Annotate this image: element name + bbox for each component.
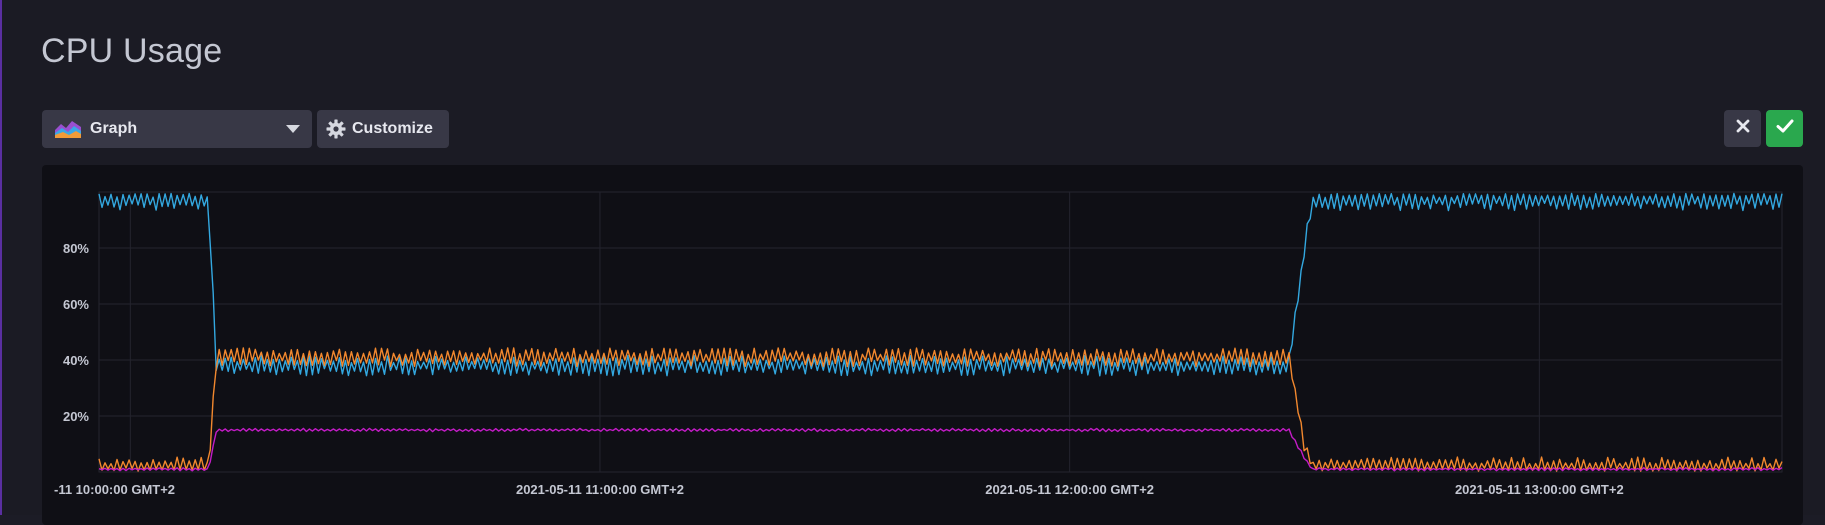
page-title: CPU Usage bbox=[41, 32, 223, 70]
area-chart-icon bbox=[54, 119, 82, 139]
series-line-0 bbox=[98, 192, 1783, 377]
y-tick-label: 60% bbox=[63, 297, 89, 312]
graph-type-label: Graph bbox=[90, 120, 138, 137]
check-icon bbox=[1776, 118, 1794, 139]
plot-frame bbox=[98, 191, 1783, 473]
series-line-1 bbox=[98, 347, 1783, 472]
cancel-button[interactable] bbox=[1724, 110, 1761, 147]
chart-panel: 20% 40% 60% 80% -11 10:00:00 GMT+2 2021-05-11… bbox=[42, 165, 1803, 525]
y-tick-label: 20% bbox=[63, 409, 89, 424]
x-tick-label: 2021-05-11 11:00:00 GMT+2 bbox=[516, 482, 684, 497]
x-tick-label: 2021-05-11 12:00:00 GMT+2 bbox=[985, 482, 1154, 497]
cpu-usage-chart: 20% 40% 60% 80% -11 10:00:00 GMT+2 2021-05-11… bbox=[54, 191, 1783, 497]
customize-button[interactable]: Customize bbox=[317, 110, 449, 148]
chevron-down-icon bbox=[286, 125, 300, 133]
x-tick-label: -11 10:00:00 GMT+2 bbox=[54, 482, 175, 497]
customize-label: Customize bbox=[352, 120, 433, 137]
x-tick-label: 2021-05-11 13:00:00 GMT+2 bbox=[1455, 482, 1624, 497]
y-tick-label: 40% bbox=[63, 353, 89, 368]
graph-type-dropdown[interactable]: Graph bbox=[42, 110, 312, 148]
confirm-button[interactable] bbox=[1766, 110, 1803, 147]
y-tick-label: 80% bbox=[63, 241, 89, 256]
gear-icon bbox=[326, 119, 346, 139]
close-icon bbox=[1735, 118, 1751, 139]
series-line-2 bbox=[98, 427, 1783, 472]
